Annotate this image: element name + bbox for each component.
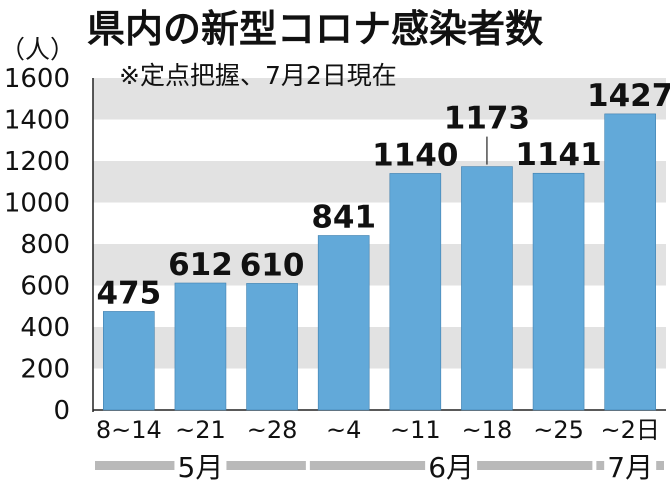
bar <box>246 283 298 411</box>
bar-value-label: 610 <box>240 247 305 283</box>
bar-value-label: 475 <box>96 275 161 311</box>
x-tick-label: ~2日 <box>600 416 659 444</box>
bar-value-label: 612 <box>168 247 233 283</box>
y-axis-unit: （人） <box>0 35 75 64</box>
bar <box>389 173 442 411</box>
month-label: 5月 <box>178 451 224 484</box>
x-tick-label: ~21 <box>175 416 226 444</box>
bar-value-label: 841 <box>311 199 376 235</box>
bar <box>103 311 155 411</box>
x-tick-label: 8~14 <box>96 416 162 444</box>
bar <box>174 282 227 411</box>
y-tick-label: 400 <box>20 313 70 343</box>
x-tick-label: ~11 <box>390 416 441 444</box>
bar <box>317 235 370 411</box>
bar <box>532 172 585 411</box>
bar-value-label: 1427 <box>587 78 670 114</box>
grid-band <box>93 78 666 120</box>
y-tick-label: 1600 <box>4 64 70 94</box>
x-tick-label: ~25 <box>533 416 584 444</box>
month-label: 7月 <box>607 451 653 484</box>
month-label-bg <box>174 451 227 483</box>
y-tick-label: 800 <box>20 230 70 260</box>
bar-value-label: 1140 <box>372 137 458 173</box>
y-tick-label: 1400 <box>4 106 70 136</box>
y-tick-label: 1200 <box>4 147 70 177</box>
y-tick-label: 200 <box>20 355 70 385</box>
month-label: 6月 <box>428 451 474 484</box>
y-tick-label: 600 <box>20 272 70 302</box>
chart-subtitle: ※定点把握、7月2日現在 <box>119 61 397 90</box>
bar <box>461 166 513 411</box>
x-tick-label: ~18 <box>462 416 513 444</box>
month-label-bg <box>425 451 478 483</box>
x-tick-label: ~28 <box>247 416 298 444</box>
bar <box>604 113 656 411</box>
bar-value-label: 1141 <box>515 137 601 173</box>
y-tick-label: 1000 <box>4 189 70 219</box>
month-label-bg <box>604 451 657 483</box>
x-tick-label: ~4 <box>326 416 361 444</box>
y-tick-labels: 0 200 400 600 800 1000 1200 1400 1600 <box>4 64 70 426</box>
x-tick-labels: 8~14 ~21 ~28 ~4 ~11 ~18 ~25 ~2日 <box>96 416 660 444</box>
y-tick-label: 0 <box>53 396 70 426</box>
chart-title: 県内の新型コロナ感染者数 <box>87 7 543 51</box>
month-groups: 5月 6月 7月 <box>95 451 664 484</box>
bar-value-label: 1173 <box>444 101 530 137</box>
